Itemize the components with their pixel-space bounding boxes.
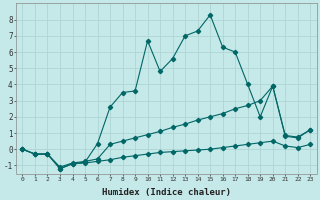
- X-axis label: Humidex (Indice chaleur): Humidex (Indice chaleur): [102, 188, 231, 197]
